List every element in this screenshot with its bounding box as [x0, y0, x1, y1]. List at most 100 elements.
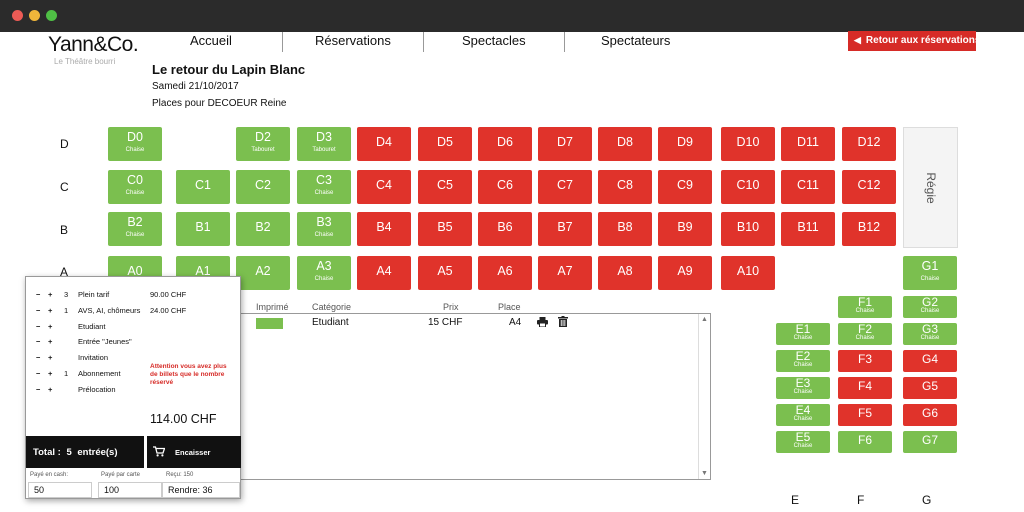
- seat-b12[interactable]: B12: [842, 212, 896, 246]
- seat-number: A9: [677, 264, 693, 278]
- seat-g7[interactable]: G7: [903, 431, 957, 453]
- increase-quantity-button[interactable]: +: [48, 305, 53, 315]
- seat-c10[interactable]: C10: [721, 170, 775, 204]
- seat-c8[interactable]: C8: [598, 170, 652, 204]
- seat-b5[interactable]: B5: [418, 212, 472, 246]
- logo[interactable]: Yann&Co.: [48, 33, 139, 56]
- seat-c0[interactable]: C0 Chaise: [108, 170, 162, 204]
- seat-a3[interactable]: A3 Chaise: [297, 256, 351, 290]
- seat-f1[interactable]: F1 Chaise: [838, 296, 892, 318]
- decrease-quantity-button[interactable]: −: [36, 384, 41, 394]
- seat-a9[interactable]: A9: [658, 256, 712, 290]
- decrease-quantity-button[interactable]: −: [36, 321, 41, 331]
- decrease-quantity-button[interactable]: −: [36, 305, 41, 315]
- seat-c7[interactable]: C7: [538, 170, 592, 204]
- seat-d3[interactable]: D3 Tabouret: [297, 127, 351, 161]
- seat-b6[interactable]: B6: [478, 212, 532, 246]
- seat-e3[interactable]: E3 Chaise: [776, 377, 830, 399]
- seat-d4[interactable]: D4: [357, 127, 411, 161]
- scroll-up-icon[interactable]: ▲: [701, 316, 708, 323]
- seat-e5[interactable]: E5 Chaise: [776, 431, 830, 453]
- increase-quantity-button[interactable]: +: [48, 337, 53, 347]
- seat-f5[interactable]: F5: [838, 404, 892, 426]
- seat-b3[interactable]: B3 Chaise: [297, 212, 351, 246]
- seat-d10[interactable]: D10: [721, 127, 775, 161]
- seat-b9[interactable]: B9: [658, 212, 712, 246]
- cash-input[interactable]: 50: [28, 482, 92, 498]
- card-input[interactable]: 100: [98, 482, 162, 498]
- encaisser-button[interactable]: Encaisser: [147, 436, 241, 468]
- seat-d9[interactable]: D9: [658, 127, 712, 161]
- seat-g6[interactable]: G6: [903, 404, 957, 426]
- nav-spectateurs[interactable]: Spectateurs: [601, 33, 671, 48]
- seat-f3[interactable]: F3: [838, 350, 892, 372]
- seat-e4[interactable]: E4 Chaise: [776, 404, 830, 426]
- seat-b7[interactable]: B7: [538, 212, 592, 246]
- nav-accueil[interactable]: Accueil: [190, 33, 232, 48]
- seat-d11[interactable]: D11: [781, 127, 835, 161]
- scroll-down-icon[interactable]: ▼: [701, 470, 708, 477]
- increase-quantity-button[interactable]: +: [48, 321, 53, 331]
- decrease-quantity-button[interactable]: −: [36, 369, 41, 378]
- seat-c11[interactable]: C11: [781, 170, 835, 204]
- seat-number: D12: [857, 135, 881, 149]
- seat-e1[interactable]: E1 Chaise: [776, 323, 830, 345]
- seat-d5[interactable]: D5: [418, 127, 472, 161]
- seat-c5[interactable]: C5: [418, 170, 472, 204]
- seat-c4[interactable]: C4: [357, 170, 411, 204]
- seat-c12[interactable]: C12: [842, 170, 896, 204]
- decrease-quantity-button[interactable]: −: [36, 337, 41, 347]
- seat-g3[interactable]: G3 Chaise: [903, 323, 957, 345]
- seat-d7[interactable]: D7: [538, 127, 592, 161]
- seat-g2[interactable]: G2 Chaise: [903, 296, 957, 318]
- seat-a2[interactable]: A2: [236, 256, 290, 290]
- seat-a4[interactable]: A4: [357, 256, 411, 290]
- seat-b8[interactable]: B8: [598, 212, 652, 246]
- back-to-reservations-button[interactable]: ◀ Retour aux réservations: [848, 31, 980, 51]
- seat-d0[interactable]: D0 Chaise: [108, 127, 162, 161]
- seat-g5[interactable]: G5: [903, 377, 957, 399]
- seat-g4[interactable]: G4: [903, 350, 957, 372]
- seat-b2[interactable]: B2 Chaise: [108, 212, 162, 246]
- seat-d2[interactable]: D2 Tabouret: [236, 127, 290, 161]
- increase-quantity-button[interactable]: +: [48, 384, 53, 394]
- nav-spectacles[interactable]: Spectacles: [462, 33, 526, 48]
- decrease-quantity-button[interactable]: −: [36, 290, 41, 299]
- seat-c9[interactable]: C9: [658, 170, 712, 204]
- seat-b2[interactable]: B2: [236, 212, 290, 246]
- decrease-quantity-button[interactable]: −: [36, 353, 41, 363]
- print-icon[interactable]: [537, 317, 548, 327]
- seat-b10[interactable]: B10: [721, 212, 775, 246]
- seat-e2[interactable]: E2 Chaise: [776, 350, 830, 372]
- seat-b11[interactable]: B11: [781, 212, 835, 246]
- trash-icon[interactable]: [558, 316, 568, 327]
- cart-list[interactable]: ▲ ▼: [238, 313, 711, 480]
- seat-g1[interactable]: G1 Chaise: [903, 256, 957, 290]
- increase-quantity-button[interactable]: +: [48, 369, 53, 378]
- minimize-window-button[interactable]: [29, 10, 40, 21]
- increase-quantity-button[interactable]: +: [48, 290, 53, 299]
- seat-f4[interactable]: F4: [838, 377, 892, 399]
- close-window-button[interactable]: [12, 10, 23, 21]
- seat-a7[interactable]: A7: [538, 256, 592, 290]
- seat-b4[interactable]: B4: [357, 212, 411, 246]
- nav-reservations[interactable]: Réservations: [315, 33, 391, 48]
- seat-d6[interactable]: D6: [478, 127, 532, 161]
- seat-b1[interactable]: B1: [176, 212, 230, 246]
- cart-scrollbar[interactable]: ▲ ▼: [698, 314, 710, 479]
- seat-a5[interactable]: A5: [418, 256, 472, 290]
- seat-d12[interactable]: D12: [842, 127, 896, 161]
- maximize-window-button[interactable]: [46, 10, 57, 21]
- seat-d8[interactable]: D8: [598, 127, 652, 161]
- increase-quantity-button[interactable]: +: [48, 353, 53, 363]
- seat-c1[interactable]: C1: [176, 170, 230, 204]
- seat-a6[interactable]: A6: [478, 256, 532, 290]
- seat-c3[interactable]: C3 Chaise: [297, 170, 351, 204]
- seat-c6[interactable]: C6: [478, 170, 532, 204]
- seat-f6[interactable]: F6: [838, 431, 892, 453]
- seat-a8[interactable]: A8: [598, 256, 652, 290]
- seat-a10[interactable]: A10: [721, 256, 775, 290]
- seat-f2[interactable]: F2 Chaise: [838, 323, 892, 345]
- seat-c2[interactable]: C2: [236, 170, 290, 204]
- cart-row-category: Etudiant: [312, 317, 349, 328]
